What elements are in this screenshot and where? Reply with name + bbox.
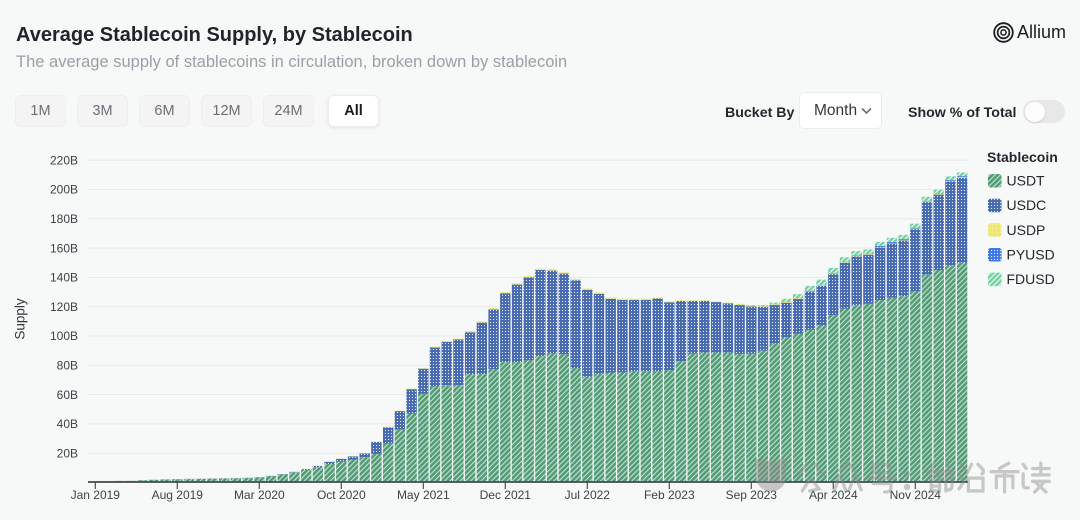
svg-text:180B: 180B xyxy=(50,212,78,226)
svg-text:Stablecoin: Stablecoin xyxy=(987,149,1058,165)
svg-text:140B: 140B xyxy=(50,271,78,285)
svg-text:220B: 220B xyxy=(50,153,78,167)
svg-text:PYUSD: PYUSD xyxy=(1007,247,1055,263)
svg-text:USDT: USDT xyxy=(1007,173,1046,189)
svg-text:200B: 200B xyxy=(50,183,78,197)
svg-text:Sep 2023: Sep 2023 xyxy=(726,488,778,502)
svg-text:May 2021: May 2021 xyxy=(397,488,450,502)
svg-text:80B: 80B xyxy=(57,359,78,373)
svg-text:Mar 2020: Mar 2020 xyxy=(234,488,285,502)
svg-text:20B: 20B xyxy=(57,446,78,460)
svg-text:Jul 2022: Jul 2022 xyxy=(565,488,611,502)
svg-text:Feb 2023: Feb 2023 xyxy=(644,488,695,502)
svg-text:Apr 2024: Apr 2024 xyxy=(809,488,858,502)
svg-text:Aug 2019: Aug 2019 xyxy=(152,488,204,502)
svg-text:40B: 40B xyxy=(57,417,78,431)
svg-text:Nov 2024: Nov 2024 xyxy=(890,488,942,502)
svg-text:USDC: USDC xyxy=(1007,197,1047,213)
svg-text:FDUSD: FDUSD xyxy=(1007,271,1055,287)
svg-text:60B: 60B xyxy=(57,388,78,402)
svg-text:Supply: Supply xyxy=(13,298,28,340)
svg-text:120B: 120B xyxy=(50,300,78,314)
svg-text:Oct 2020: Oct 2020 xyxy=(317,488,366,502)
svg-text:USDP: USDP xyxy=(1007,222,1046,238)
svg-text:Jan 2019: Jan 2019 xyxy=(71,488,121,502)
svg-text:Dec 2021: Dec 2021 xyxy=(480,488,532,502)
svg-text:100B: 100B xyxy=(50,329,78,343)
svg-text:160B: 160B xyxy=(50,241,78,255)
